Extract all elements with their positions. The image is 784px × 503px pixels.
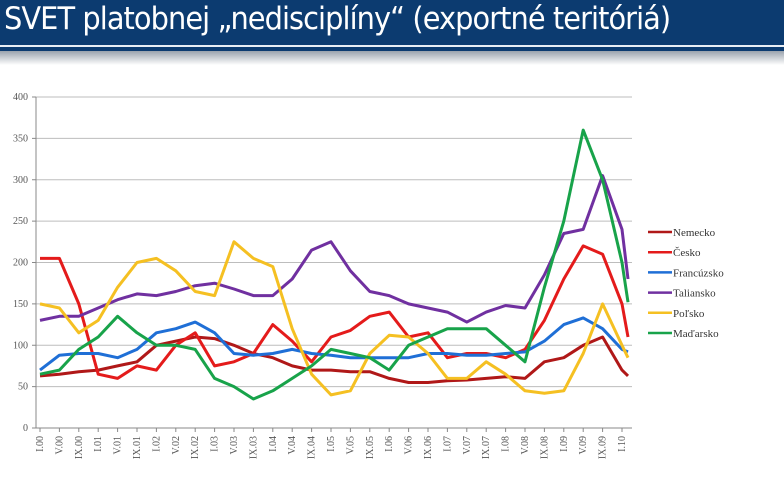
legend-label: Maďarsko [673, 328, 719, 340]
legend-label: Česko [673, 247, 701, 259]
x-tick-label: V.06 [404, 436, 415, 454]
y-tick-label: 100 [13, 340, 28, 351]
legend-label: Taliansko [673, 288, 716, 300]
y-tick-label: 300 [13, 175, 28, 186]
x-tick-label: I.00 [35, 436, 46, 452]
x-tick-label: IX.02 [190, 436, 201, 459]
x-tick-label: I.07 [442, 436, 453, 452]
page-title: SVET platobnej „nedisciplíny“ (exportné … [4, 1, 671, 37]
y-tick-label: 50 [18, 382, 28, 393]
series-line-česko [40, 244, 630, 380]
y-tick-label: 200 [13, 258, 28, 269]
legend-label: Poľsko [673, 308, 705, 320]
x-tick-label: V.04 [287, 436, 298, 454]
title-bar: SVET platobnej „nedisciplíny“ (exportné … [0, 0, 784, 45]
x-tick-label: IX.03 [248, 436, 259, 459]
series-line-taliansko [39, 174, 630, 324]
series-line-nemecko [39, 335, 630, 384]
x-tick-label: IX.04 [307, 436, 318, 459]
x-tick-label: I.10 [617, 436, 628, 452]
x-tick-label: V.03 [229, 436, 240, 454]
x-tick-label: IX.09 [598, 436, 609, 459]
legend-label: Nemecko [673, 227, 716, 239]
x-tick-label: IX.08 [539, 436, 550, 459]
title-divider-band [0, 47, 784, 51]
title-divider [0, 45, 784, 47]
x-tick-label: V.09 [578, 436, 589, 454]
x-tick-label: V.02 [171, 436, 182, 454]
x-tick-label: I.06 [384, 436, 395, 452]
x-tick-label: I.08 [501, 436, 512, 452]
x-tick-label: V.08 [520, 436, 531, 454]
series-line-maďarsko [39, 128, 630, 401]
x-tick-label: IX.07 [481, 436, 492, 459]
y-tick-label: 400 [13, 92, 28, 103]
x-tick-label: IX.00 [74, 436, 85, 459]
x-tick-label: IX.06 [423, 436, 434, 459]
x-tick-label: V.00 [54, 436, 65, 454]
x-tick-label: I.05 [326, 436, 337, 452]
x-tick-label: V.07 [462, 436, 473, 454]
x-tick-label: I.03 [210, 436, 221, 452]
y-tick-label: 250 [13, 216, 28, 227]
y-tick-label: 350 [13, 133, 28, 144]
legend-label: Francúzsko [673, 267, 724, 279]
x-tick-label: V.01 [113, 436, 124, 454]
title-shadow [0, 51, 784, 65]
x-tick-label: IX.05 [365, 436, 376, 459]
y-tick-label: 0 [23, 423, 28, 434]
series-line-francúzsko [39, 316, 629, 372]
x-tick-label: V.05 [345, 436, 356, 454]
x-tick-label: I.04 [268, 436, 279, 452]
series-line-poľsko [39, 240, 630, 397]
x-tick-label: IX.01 [132, 436, 143, 459]
x-tick-label: I.01 [93, 436, 104, 452]
x-tick-label: I.02 [151, 436, 162, 452]
y-tick-label: 150 [13, 299, 28, 310]
x-tick-label: I.09 [559, 436, 570, 452]
